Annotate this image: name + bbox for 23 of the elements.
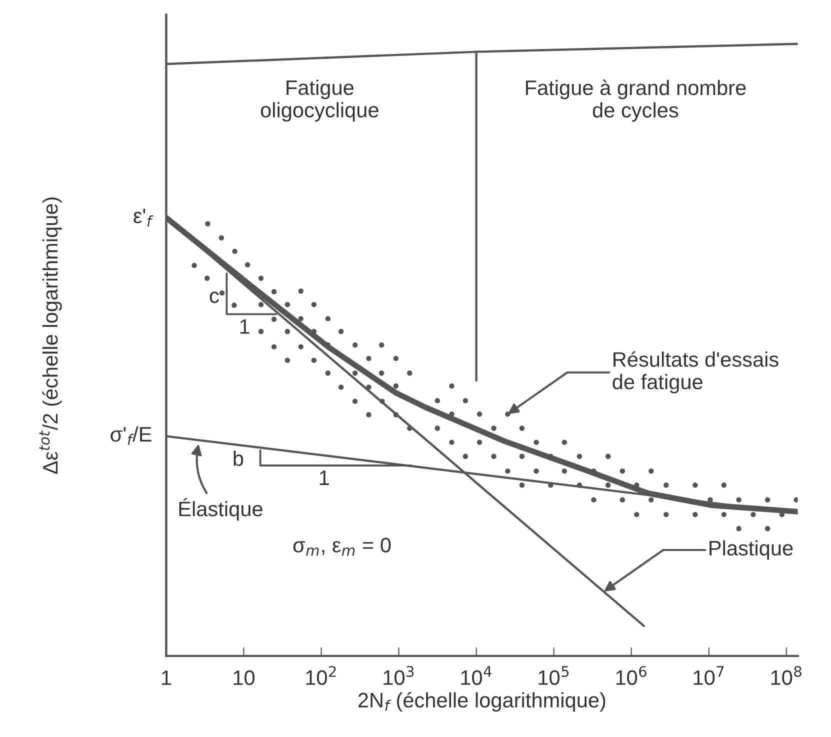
x-tick-label: 10$^{7}$ [694,666,724,685]
annotation: Élastique [179,498,262,521]
annotation: ε'$_{f}$ [134,208,154,226]
annotation: 1 [320,470,329,485]
annotation: Fatigue oligocyclique [260,80,378,122]
annotation: Plastique [710,540,793,560]
x-tick-label: 10$^{3}$ [384,666,414,685]
x-tick-label: 10 [234,670,254,686]
annotation: 1 [240,319,250,334]
x-tick-label: 10$^{5}$ [538,666,569,685]
x-tick-label: 10$^{4}$ [461,666,492,685]
annotation: c [210,292,219,304]
annotation: Fatigue à grand nombre de cycles [526,80,746,122]
x-tick-label: 10$^{8}$ [771,666,802,685]
annotation: σ$_{m}$, ε$_{m}$ = 0 [293,538,391,556]
annotation: b [234,450,244,466]
y-axis-title: Δε$^{tot}$/2 (échelle logarithmique) [39,198,62,474]
x-tick-label: 10$^{2}$ [306,666,336,685]
x-tick-label: 1 [162,670,171,685]
x-axis-title: 2N$_{f}$ (échelle logarithmique) [358,692,606,712]
annotation: σ'$_{f}$/E [110,426,152,445]
x-tick-label: 10$^{6}$ [616,666,646,685]
annotation: Résultats d'essais de fatigue [612,351,778,394]
